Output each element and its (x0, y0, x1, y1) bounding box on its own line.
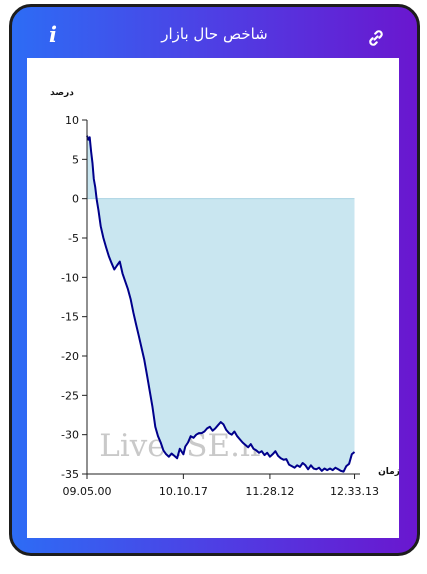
x-tick-label: 12.33.13 (330, 485, 379, 498)
x-axis-label: زمان (378, 467, 399, 477)
market-index-card: i شاخص حال بازار LiveTSE.ir 1050-5-10-15… (9, 4, 420, 556)
card-header: i شاخص حال بازار (12, 7, 417, 59)
y-tick-label: 0 (72, 193, 79, 206)
y-tick-label: 5 (72, 153, 79, 166)
market-index-chart: LiveTSE.ir 1050-5-10-15-20-25-30-3509.05… (50, 88, 400, 498)
y-tick-label: -20 (61, 350, 79, 363)
y-tick-label: -25 (61, 389, 79, 402)
x-tick-label: 10.10.17 (159, 485, 208, 498)
axes: 10 5 0 -5 -10 -15 -20 -25 -30 -35 09.05.00 10.10.17… (61, 114, 379, 498)
info-icon[interactable]: i (49, 22, 57, 47)
x-tick-label: 11.28.12 (245, 485, 294, 498)
y-tick-label: -10 (61, 271, 79, 284)
y-tick-label: -5 (68, 232, 79, 245)
y-tick-label: 10 (65, 114, 79, 127)
series-line (86, 135, 356, 473)
y-tick-label: -15 (61, 311, 79, 324)
plot-area (86, 135, 356, 473)
card-title: شاخص حال بازار (161, 25, 268, 43)
y-tick-label: -35 (61, 468, 79, 481)
y-tick-label: -30 (61, 429, 79, 442)
y-axis-label: درصد (50, 88, 74, 98)
chart-panel: LiveTSE.ir 1050-5-10-15-20-25-30-3509.05… (27, 58, 400, 538)
link-icon[interactable] (367, 29, 385, 47)
x-tick-label: 09.05.00 (63, 485, 112, 498)
area-fill (87, 135, 355, 472)
